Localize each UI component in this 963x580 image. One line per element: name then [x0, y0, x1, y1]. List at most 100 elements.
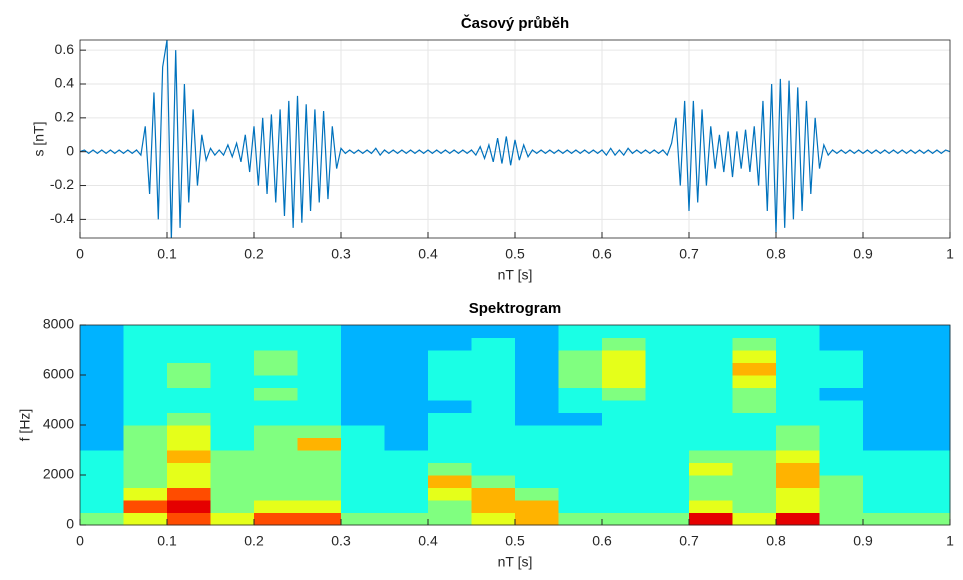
- heatmap-cell: [471, 437, 516, 451]
- heatmap-cell: [558, 512, 603, 526]
- heatmap-cell: [428, 325, 472, 338]
- heatmap-cell: [341, 362, 385, 376]
- heatmap-cell: [732, 387, 777, 401]
- heatmap-cell: [515, 487, 559, 501]
- heatmap-cell: [254, 437, 298, 451]
- heatmap-cell: [863, 487, 907, 501]
- heatmap-cell: [689, 512, 733, 526]
- heatmap-cell: [384, 387, 429, 401]
- chart-title: Časový průběh: [461, 14, 569, 32]
- heatmap-cell: [428, 462, 472, 476]
- y-axis-label: s [nT]: [31, 121, 47, 156]
- heatmap-cell: [602, 375, 646, 388]
- heatmap-cell: [123, 375, 168, 388]
- heatmap-cell: [167, 437, 211, 451]
- heatmap-cell: [471, 337, 516, 351]
- y-axis-label: f [Hz]: [17, 409, 33, 442]
- heatmap-cell: [906, 512, 951, 526]
- heatmap-cell: [515, 362, 559, 376]
- heatmap-cell: [210, 362, 255, 376]
- heatmap-cell: [558, 450, 603, 463]
- heatmap-cell: [515, 450, 559, 463]
- heatmap-cell: [819, 475, 864, 488]
- heatmap-cell: [384, 487, 429, 501]
- y-tick-label: 4000: [43, 416, 74, 432]
- heatmap-cell: [819, 350, 864, 363]
- heatmap-cell: [384, 425, 429, 438]
- heatmap-cell: [80, 412, 124, 426]
- heatmap-cell: [341, 375, 385, 388]
- heatmap-cell: [906, 437, 951, 451]
- heatmap-cell: [732, 325, 777, 338]
- heatmap-cell: [732, 412, 777, 426]
- heatmap-cell: [645, 487, 690, 501]
- heatmap-cell: [732, 337, 777, 351]
- heatmap-cell: [645, 475, 690, 488]
- heatmap-cell: [645, 437, 690, 451]
- heatmap-cell: [906, 337, 951, 351]
- heatmap-cell: [819, 400, 864, 413]
- heatmap-cell: [254, 487, 298, 501]
- heatmap-cell: [515, 325, 559, 338]
- heatmap-cell: [210, 512, 255, 526]
- heatmap-cell: [123, 425, 168, 438]
- heatmap-cell: [123, 437, 168, 451]
- y-tick-label: 0.2: [55, 109, 75, 125]
- heatmap-cell: [645, 400, 690, 413]
- heatmap-cell: [254, 425, 298, 438]
- heatmap-cell: [341, 412, 385, 426]
- heatmap-cell: [254, 475, 298, 488]
- heatmap-cell: [689, 437, 733, 451]
- x-tick-label: 0.3: [331, 246, 351, 262]
- heatmap-cell: [341, 337, 385, 351]
- heatmap-cell: [689, 325, 733, 338]
- heatmap-cell: [906, 325, 951, 338]
- heatmap-cell: [732, 487, 777, 501]
- heatmap-cell: [123, 475, 168, 488]
- heatmap-cell: [863, 450, 907, 463]
- heatmap-cell: [602, 400, 646, 413]
- heatmap-cell: [167, 462, 211, 476]
- x-tick-label: 0.7: [679, 533, 699, 549]
- heatmap-cell: [428, 475, 472, 488]
- heatmap-cell: [167, 500, 211, 513]
- heatmap-cell: [80, 462, 124, 476]
- heatmap-cell: [558, 400, 603, 413]
- heatmap-cell: [602, 325, 646, 338]
- heatmap-cell: [819, 337, 864, 351]
- heatmap-cell: [906, 462, 951, 476]
- heatmap-cell: [210, 500, 255, 513]
- heatmap-cell: [471, 500, 516, 513]
- heatmap-cell: [254, 387, 298, 401]
- heatmap-cell: [732, 400, 777, 413]
- heatmap-cell: [602, 500, 646, 513]
- heatmap-cell: [558, 500, 603, 513]
- heatmap-cell: [123, 400, 168, 413]
- heatmap-cell: [602, 512, 646, 526]
- heatmap-cell: [123, 350, 168, 363]
- heatmap-cell: [645, 362, 690, 376]
- heatmap-cell: [210, 412, 255, 426]
- heatmap-cell: [602, 487, 646, 501]
- heatmap-cell: [341, 325, 385, 338]
- heatmap-cell: [123, 450, 168, 463]
- heatmap-cell: [645, 425, 690, 438]
- heatmap-cell: [863, 437, 907, 451]
- heatmap-cell: [558, 487, 603, 501]
- heatmap-cell: [341, 350, 385, 363]
- heatmap-cell: [819, 437, 864, 451]
- heatmap-cell: [689, 362, 733, 376]
- heatmap-cell: [254, 462, 298, 476]
- heatmap-cell: [297, 337, 342, 351]
- y-tick-label: 6000: [43, 366, 74, 382]
- heatmap-cell: [167, 425, 211, 438]
- waveform: [80, 40, 950, 238]
- heatmap-cell: [80, 512, 124, 526]
- x-axis-label: nT [s]: [498, 267, 533, 283]
- y-tick-label: 0: [66, 516, 74, 532]
- heatmap-cell: [906, 375, 951, 388]
- heatmap-cell: [906, 362, 951, 376]
- heatmap-cell: [558, 325, 603, 338]
- heatmap-cell: [602, 450, 646, 463]
